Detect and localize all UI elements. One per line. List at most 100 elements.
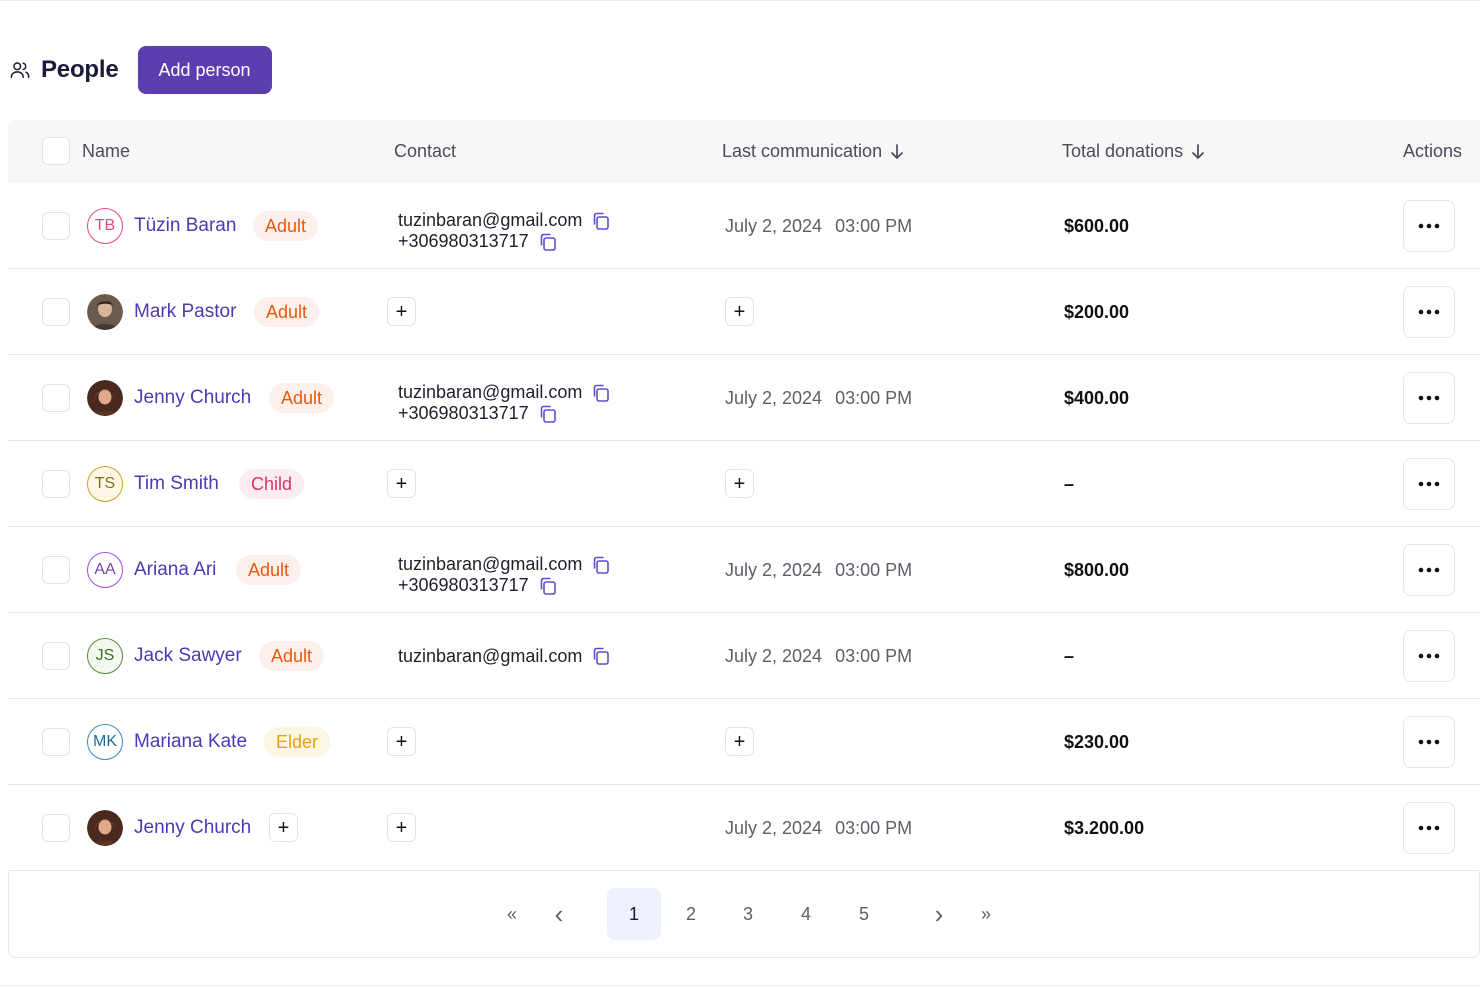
person-name-link[interactable]: Tim Smith: [134, 473, 219, 494]
more-icon: [1418, 653, 1440, 659]
table-row: Mark Pastor Adult + + $200.00: [8, 269, 1480, 355]
page-4-button[interactable]: 4: [800, 903, 811, 924]
last-communication: July 2, 2024 03:00 PM: [725, 527, 912, 613]
last-communication: July 2, 2024 03:00 PM: [725, 613, 912, 699]
last-page-button[interactable]: »: [980, 903, 991, 924]
person-name-link[interactable]: Mark Pastor: [134, 301, 237, 322]
add-contact-button[interactable]: +: [387, 727, 416, 756]
add-contact-button[interactable]: +: [387, 297, 416, 326]
previous-page-button[interactable]: ‹: [554, 898, 564, 929]
person-name-link[interactable]: Tüzin Baran: [134, 215, 237, 236]
add-communication-button[interactable]: +: [725, 469, 754, 498]
total-donation: $800.00: [1064, 559, 1130, 580]
status-badge: Adult: [254, 297, 320, 327]
add-contact-button[interactable]: +: [387, 469, 416, 498]
column-header-contact[interactable]: Contact: [394, 141, 457, 161]
total-donation: $400.00: [1064, 387, 1130, 408]
row-actions-button[interactable]: [1403, 716, 1455, 768]
last-communication-date: July 2, 2024: [725, 387, 823, 408]
contact-phone-text: +306980313717: [398, 575, 529, 595]
copy-icon[interactable]: [538, 404, 558, 424]
more-icon: [1418, 567, 1440, 573]
last-communication-date: July 2, 2024: [725, 215, 823, 236]
row-checkbox[interactable]: [42, 384, 70, 412]
person-name-link[interactable]: Jack Sawyer: [134, 645, 242, 666]
row-checkbox[interactable]: [42, 642, 70, 670]
page-1-button[interactable]: 1: [607, 888, 661, 940]
contact-phone: +306980313717: [398, 575, 558, 596]
row-actions-button[interactable]: [1403, 630, 1455, 682]
row-actions-button[interactable]: [1403, 286, 1455, 338]
last-communication: July 2, 2024 03:00 PM: [725, 785, 912, 871]
more-icon: [1418, 739, 1440, 745]
row-checkbox[interactable]: [42, 556, 70, 584]
avatar: [87, 810, 123, 846]
page-2-button[interactable]: 2: [685, 903, 696, 924]
avatar: AA: [87, 552, 123, 588]
row-actions-button[interactable]: [1403, 200, 1455, 252]
row-actions-button[interactable]: [1403, 458, 1455, 510]
column-header-last-communication[interactable]: Last communication: [722, 120, 904, 183]
select-all-checkbox[interactable]: [42, 137, 70, 165]
row-checkbox[interactable]: [42, 814, 70, 842]
copy-icon[interactable]: [538, 232, 558, 252]
row-checkbox[interactable]: [42, 212, 70, 240]
table-row: Jenny Church Adult tuzinbaran@gmail.com …: [8, 355, 1480, 441]
total-donation: $600.00: [1064, 215, 1130, 236]
add-tag-button[interactable]: +: [269, 813, 298, 842]
people-table: Name Contact Last communication Total do…: [8, 120, 1480, 871]
more-icon: [1418, 825, 1440, 831]
avatar: TS: [87, 466, 123, 502]
contact-email-text: tuzinbaran@gmail.com: [398, 554, 583, 574]
page-title: People: [41, 56, 119, 83]
contact-email-text: tuzinbaran@gmail.com: [398, 210, 583, 230]
people-icon: [8, 58, 32, 82]
contact-email-text: tuzinbaran@gmail.com: [398, 645, 583, 666]
first-page-button[interactable]: «: [506, 903, 517, 924]
row-checkbox[interactable]: [42, 728, 70, 756]
sort-arrow-down-icon[interactable]: [1191, 143, 1205, 161]
row-checkbox[interactable]: [42, 470, 70, 498]
contact-email: tuzinbaran@gmail.com: [398, 613, 611, 699]
contact-email: tuzinbaran@gmail.com: [398, 181, 611, 231]
column-header-total-donations[interactable]: Total donations: [1062, 120, 1205, 183]
status-badge: Child: [239, 469, 305, 499]
page-5-button[interactable]: 5: [858, 903, 869, 924]
column-header-name[interactable]: Name: [82, 141, 131, 161]
add-person-button[interactable]: Add person: [137, 46, 272, 94]
copy-icon[interactable]: [591, 211, 611, 231]
copy-icon[interactable]: [591, 383, 611, 403]
total-donation: $230.00: [1064, 731, 1130, 752]
row-actions-button[interactable]: [1403, 544, 1455, 596]
person-name-link[interactable]: Mariana Kate: [134, 731, 248, 752]
copy-icon[interactable]: [591, 555, 611, 575]
contact-email: tuzinbaran@gmail.com: [398, 353, 611, 403]
row-checkbox[interactable]: [42, 298, 70, 326]
copy-icon[interactable]: [591, 646, 611, 666]
table-row: AA Ariana Ari Adult tuzinbaran@gmail.com…: [8, 527, 1480, 613]
row-actions-button[interactable]: [1403, 372, 1455, 424]
add-communication-button[interactable]: +: [725, 297, 754, 326]
status-badge: Adult: [259, 641, 325, 671]
total-donation: $200.00: [1064, 301, 1130, 322]
add-contact-button[interactable]: +: [387, 813, 416, 842]
next-page-button[interactable]: ›: [934, 898, 944, 929]
more-icon: [1418, 223, 1440, 229]
contact-phone: +306980313717: [398, 231, 558, 252]
contact-phone-text: +306980313717: [398, 403, 529, 423]
contact-email: tuzinbaran@gmail.com: [398, 525, 611, 575]
page-header: People Add person: [8, 46, 272, 94]
table-row: MK Mariana Kate Elder + + $230.00: [8, 699, 1480, 785]
person-name-link[interactable]: Jenny Church: [134, 817, 252, 838]
status-badge: Elder: [264, 727, 331, 757]
bottom-divider: [0, 985, 1480, 986]
avatar: TB: [87, 208, 123, 244]
copy-icon[interactable]: [538, 576, 558, 596]
sort-arrow-down-icon[interactable]: [890, 143, 904, 161]
row-actions-button[interactable]: [1403, 802, 1455, 854]
person-name-link[interactable]: Jenny Church: [134, 387, 252, 408]
person-name-link[interactable]: Ariana Ari: [134, 559, 217, 580]
page-3-button[interactable]: 3: [742, 903, 753, 924]
add-communication-button[interactable]: +: [725, 727, 754, 756]
avatar: JS: [87, 638, 123, 674]
